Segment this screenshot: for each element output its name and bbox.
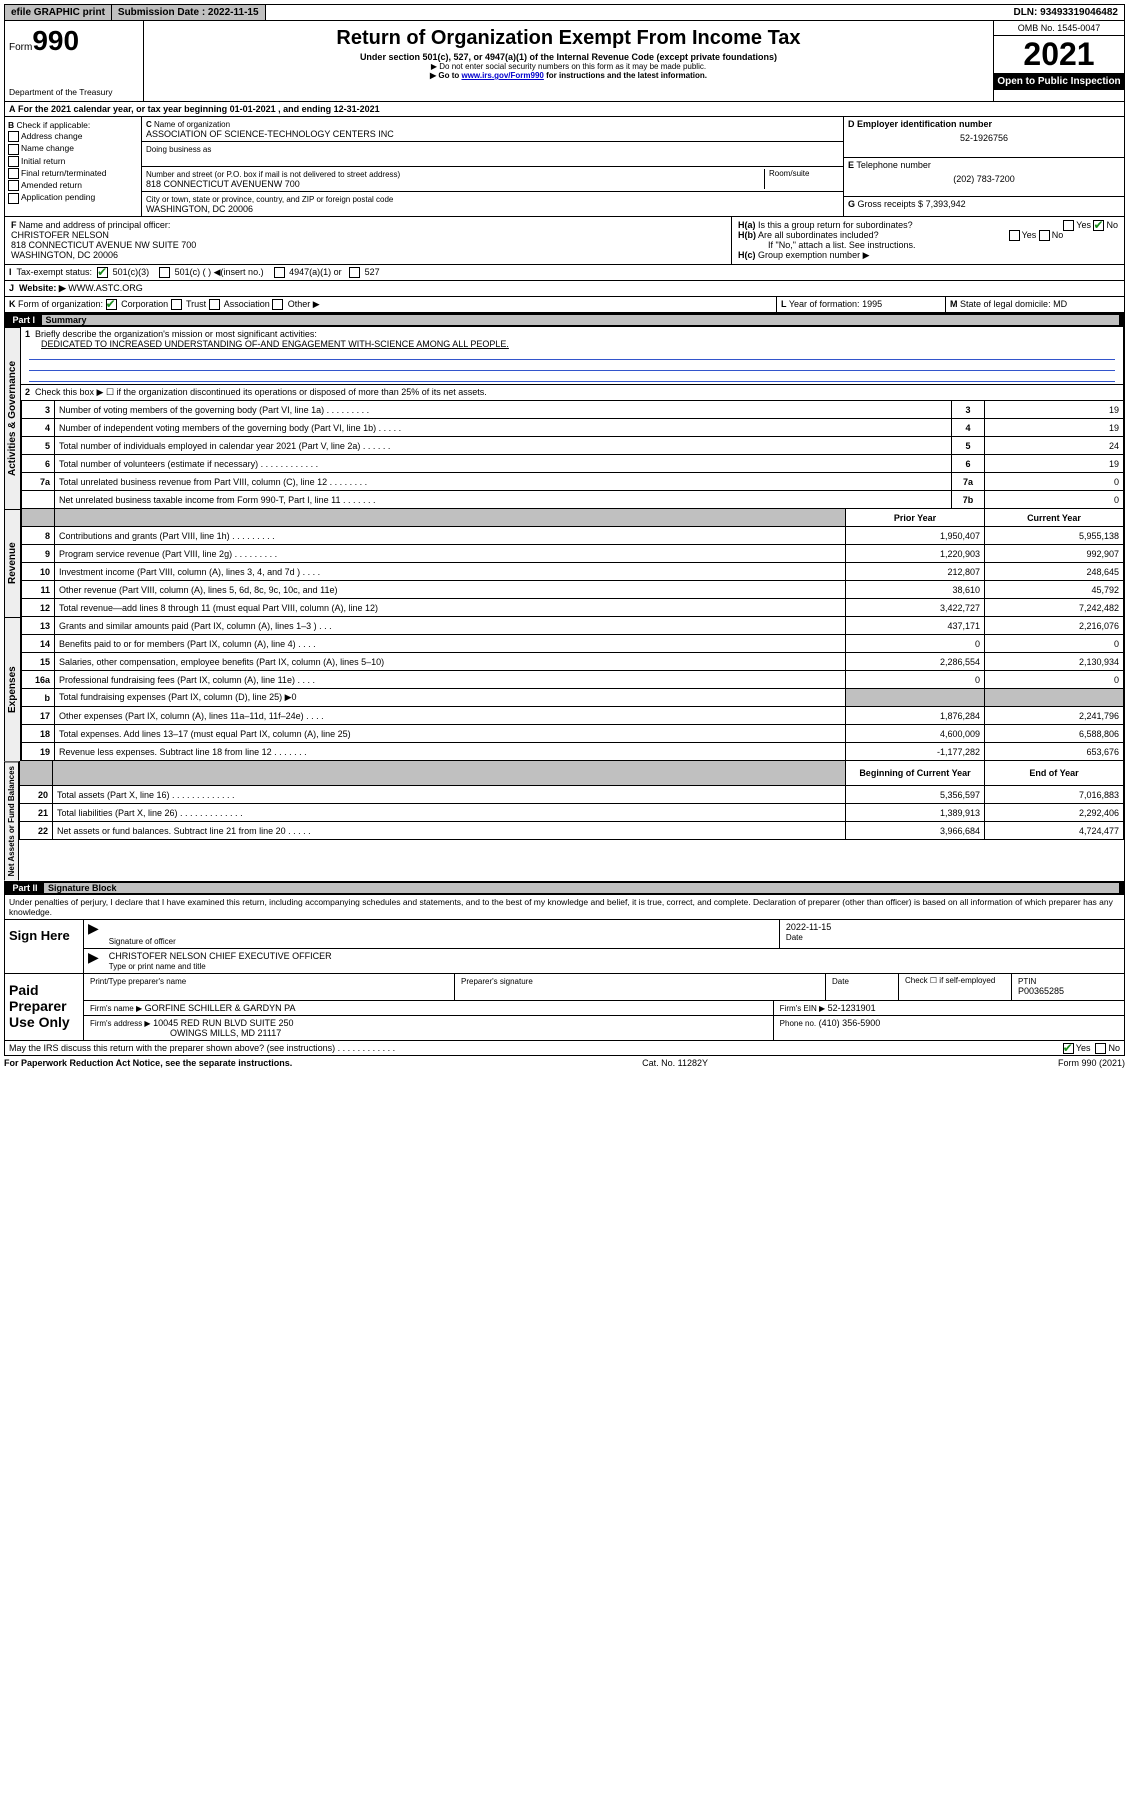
website-line: J Website: ▶ WWW.ASTC.ORG [4,281,1125,297]
cb-sub-yes[interactable] [1009,230,1020,241]
firm-ein: 52-1231901 [828,1003,876,1013]
cb-initial-return[interactable] [8,156,19,167]
form-label: Form990 [9,25,139,57]
tab-expenses: Expenses [4,617,21,761]
submission-date: Submission Date : 2022-11-15 [112,5,266,20]
part2-header: Part II Signature Block [4,881,1125,895]
page-footer: For Paperwork Reduction Act Notice, see … [4,1056,1125,1070]
cb-corp[interactable] [106,299,117,310]
entity-block: B Check if applicable: Address change Na… [4,117,1125,217]
dept-label: Department of the Treasury [9,87,139,97]
cb-final-return[interactable] [8,168,19,179]
officer-sig-name: CHRISTOFER NELSON CHIEF EXECUTIVE OFFICE… [109,951,332,961]
cb-trust[interactable] [171,299,182,310]
efile-print-button[interactable]: efile GRAPHIC print [5,5,112,20]
cb-sub-no[interactable] [1039,230,1050,241]
tab-netassets: Net Assets or Fund Balances [4,761,19,880]
cb-discuss-no[interactable] [1095,1043,1106,1054]
tax-exempt-line: I Tax-exempt status: 501(c)(3) 501(c) ( … [4,265,1125,281]
period-line: A For the 2021 calendar year, or tax yea… [4,102,1125,117]
website: WWW.ASTC.ORG [68,283,143,293]
governance-table: 3Number of voting members of the governi… [21,401,1124,509]
cb-527[interactable] [349,267,360,278]
form-note1: ▶ Do not enter social security numbers o… [148,62,989,71]
dln: DLN: 93493319046482 [1007,5,1124,20]
org-street: 818 CONNECTICUT AVENUENW 700 [146,179,300,189]
netassets-table: Beginning of Current YearEnd of Year 20T… [19,761,1124,840]
form-subtitle: Under section 501(c), 527, or 4947(a)(1)… [148,52,989,62]
cb-name-change[interactable] [8,144,19,155]
cb-501c[interactable] [159,267,170,278]
cb-4947[interactable] [274,267,285,278]
org-city: WASHINGTON, DC 20006 [146,204,253,214]
form-header: Form990 Department of the Treasury Retur… [4,21,1125,102]
sign-here-block: Sign Here ▶ Signature of officer 2022-11… [4,920,1125,974]
part1-header: Part I Summary [4,313,1125,327]
gross-receipts: 7,393,942 [926,199,966,209]
top-bar: efile GRAPHIC print Submission Date : 20… [4,4,1125,21]
cb-assoc[interactable] [209,299,220,310]
declaration: Under penalties of perjury, I declare th… [4,895,1125,920]
discuss-line: May the IRS discuss this return with the… [4,1041,1125,1056]
cb-501c3[interactable] [97,267,108,278]
officer-block: F Name and address of principal officer:… [4,217,1125,265]
irs-link[interactable]: www.irs.gov/Form990 [461,71,543,80]
state-domicile: MD [1053,299,1067,309]
ptin: P00365285 [1018,986,1064,996]
cb-amended[interactable] [8,180,19,191]
phone: (202) 783-7200 [848,174,1120,184]
year-formation: 1995 [862,299,882,309]
org-name: ASSOCIATION OF SCIENCE-TECHNOLOGY CENTER… [146,129,394,139]
ein: 52-1926756 [848,133,1120,143]
form-title: Return of Organization Exempt From Incom… [148,27,989,50]
omb-number: OMB No. 1545-0047 [994,21,1124,36]
preparer-block: Paid Preparer Use Only Print/Type prepar… [4,974,1125,1041]
revenue-table: Prior YearCurrent Year 8Contributions an… [21,509,1124,617]
officer-name: CHRISTOFER NELSON [11,230,109,240]
cb-address-change[interactable] [8,131,19,142]
firm-name: GORFINE SCHILLER & GARDYN PA [145,1003,296,1013]
expenses-table: 13Grants and similar amounts paid (Part … [21,617,1124,761]
sign-date: 2022-11-15 [786,922,831,932]
firm-phone: (410) 356-5900 [819,1018,881,1028]
cb-other[interactable] [272,299,283,310]
mission-text: DEDICATED TO INCREASED UNDERSTANDING OF-… [25,339,509,349]
cb-discuss-yes[interactable] [1063,1043,1074,1054]
cb-group-no[interactable] [1093,220,1104,231]
tab-revenue: Revenue [4,509,21,617]
cb-group-yes[interactable] [1063,220,1074,231]
form-note2: ▶ Go to www.irs.gov/Form990 for instruct… [148,71,989,80]
cb-app-pending[interactable] [8,193,19,204]
open-inspection: Open to Public Inspection [994,73,1124,90]
tab-governance: Activities & Governance [4,327,21,509]
firm-addr: 10045 RED RUN BLVD SUITE 250 [153,1018,293,1028]
tax-year: 2021 [994,36,1124,73]
